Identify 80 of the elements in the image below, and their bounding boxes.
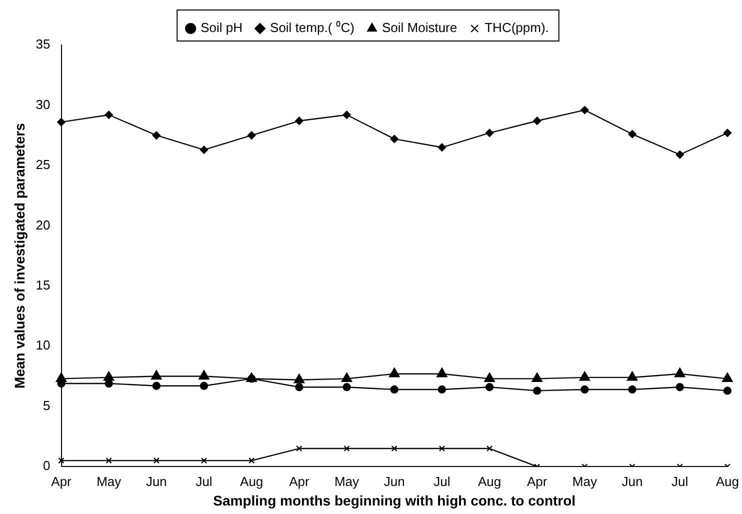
point <box>294 374 305 384</box>
point <box>674 368 686 378</box>
x-tick-label: Apr <box>526 474 548 489</box>
point <box>152 382 161 390</box>
point <box>438 385 446 394</box>
point <box>200 382 208 390</box>
point <box>532 372 542 382</box>
point <box>103 371 114 381</box>
point <box>296 445 302 452</box>
x-tick-label: May <box>572 474 598 489</box>
point <box>247 374 256 383</box>
point <box>344 445 350 452</box>
point <box>341 372 352 382</box>
point <box>438 143 446 152</box>
x-tick-label: Jul <box>434 474 450 489</box>
point <box>151 370 162 380</box>
point <box>628 385 636 394</box>
point <box>198 370 210 380</box>
point <box>200 458 208 464</box>
legend-label: Soil Moisture <box>382 20 458 36</box>
point <box>58 458 64 464</box>
point <box>485 383 494 392</box>
point <box>676 150 684 159</box>
point <box>579 371 590 381</box>
point <box>533 116 542 125</box>
y-tick-label: 5 <box>43 398 50 413</box>
point <box>153 458 160 464</box>
point <box>390 385 398 394</box>
point <box>342 110 351 119</box>
point <box>200 146 208 154</box>
point <box>533 386 542 395</box>
x-tick-label: Apr <box>289 474 310 489</box>
point <box>485 128 494 138</box>
point <box>391 445 398 452</box>
point <box>152 131 161 140</box>
point <box>580 106 589 114</box>
x-tick-label: May <box>96 474 122 489</box>
point <box>486 445 493 452</box>
point <box>436 368 448 378</box>
x-axis-title: Sampling months beginning with high conc. to control <box>213 492 576 508</box>
legend-label: Soil temp.( ⁰C) <box>270 20 354 36</box>
x-tick-label: Aug <box>478 474 502 489</box>
point <box>388 368 400 378</box>
x-tick-label: Aug <box>240 474 264 489</box>
point <box>295 383 304 392</box>
legend-label: THC(ppm). <box>484 20 549 36</box>
y-tick-label: 0 <box>43 458 50 474</box>
point <box>57 118 66 126</box>
point <box>628 130 636 138</box>
x-tick-label: Apr <box>51 474 72 489</box>
point <box>438 445 446 452</box>
point <box>580 385 589 394</box>
y-axis-title: Mean values of investigated parameters <box>11 122 28 388</box>
y-tick-label: 20 <box>36 217 50 232</box>
point <box>247 131 256 140</box>
point <box>342 383 351 392</box>
x-tick-label: Jun <box>384 474 405 489</box>
x-tick-label: Jul <box>196 474 212 489</box>
point <box>295 116 304 125</box>
x-tick-label: Jun <box>622 474 643 489</box>
x-tick-label: Aug <box>716 474 740 489</box>
x-tick-label: Jun <box>146 474 167 489</box>
point <box>104 110 113 119</box>
y-tick-label: 15 <box>36 277 50 292</box>
y-tick-label: 25 <box>36 157 50 172</box>
y-tick-label: 30 <box>36 96 50 112</box>
point <box>723 386 732 395</box>
point <box>248 458 255 464</box>
x-tick-label: Jul <box>672 474 688 489</box>
x-tick-label: May <box>334 474 360 489</box>
point <box>484 372 495 382</box>
legend-label: Soil pH <box>200 20 243 36</box>
point <box>723 128 732 138</box>
point <box>722 372 733 382</box>
point <box>626 371 638 381</box>
y-tick-label: 35 <box>36 36 50 52</box>
y-tick-label: 10 <box>36 338 50 353</box>
point <box>676 383 684 392</box>
point <box>390 134 398 144</box>
point <box>106 458 112 464</box>
